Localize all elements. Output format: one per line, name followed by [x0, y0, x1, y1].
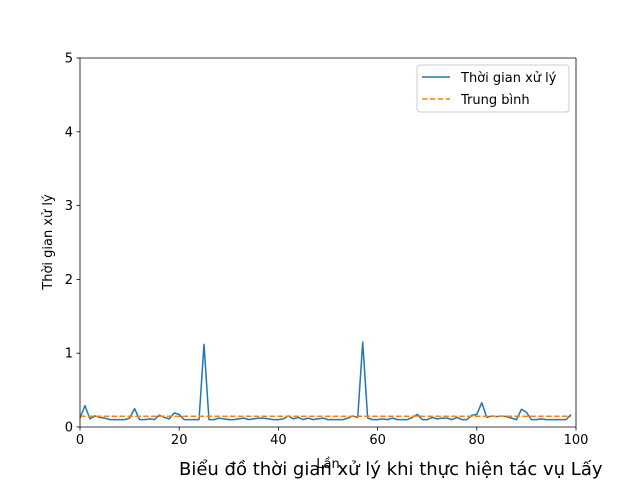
x-axis-label: Lần: [316, 457, 339, 472]
x-tick-label: 0: [76, 433, 84, 448]
y-tick-label: 0: [65, 421, 73, 436]
y-tick-label: 3: [65, 199, 73, 214]
x-tick-label: 100: [564, 433, 589, 448]
axes-layer: 0 20 40 60 80 100 0 1 2 3 4 5: [65, 52, 589, 449]
legend: Thời gian xử lý Trung bình: [416, 64, 570, 113]
x-tick-label: 20: [171, 433, 188, 448]
x-tick-label: 40: [270, 433, 287, 448]
x-tick-label: 80: [469, 433, 486, 448]
legend-label-2: Trung bình: [460, 93, 530, 108]
y-axis-label: Thời gian xử lý: [41, 194, 56, 291]
plot-background: [80, 58, 576, 427]
series-layer: [79, 341, 572, 421]
plot-area: [80, 58, 576, 427]
y-tick-label: 1: [65, 347, 73, 362]
legend-label-1: Thời gian xử lý: [460, 71, 557, 86]
y-tick-label: 5: [65, 52, 73, 67]
x-tick-label: 60: [369, 433, 386, 448]
y-tick-label: 4: [65, 125, 73, 140]
y-tick-label: 2: [65, 273, 73, 288]
chart-title: Biểu đồ thời gian xử lý khi thực hiện tá…: [179, 459, 603, 480]
legend-box: [416, 64, 570, 113]
